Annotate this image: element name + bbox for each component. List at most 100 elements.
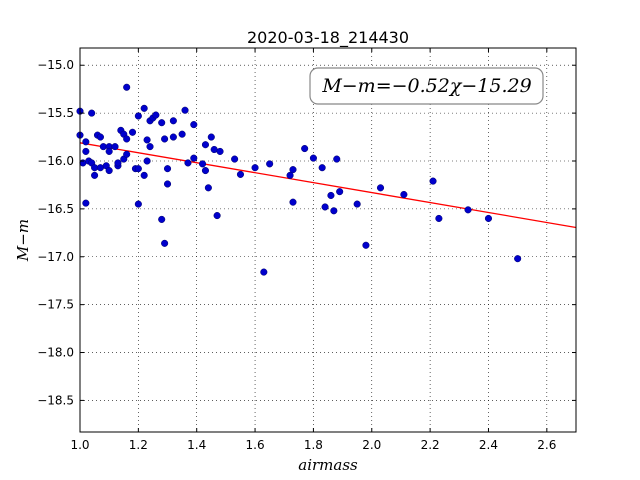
data-point <box>201 167 210 175</box>
data-point <box>105 167 113 175</box>
data-point <box>88 109 96 117</box>
data-point <box>204 184 212 192</box>
data-point <box>158 215 166 223</box>
data-point <box>82 138 90 146</box>
data-point <box>146 143 154 151</box>
grid-lines <box>80 48 576 432</box>
data-point <box>514 255 522 263</box>
data-point <box>105 147 113 155</box>
data-point <box>318 164 326 172</box>
data-point <box>169 117 177 125</box>
data-point <box>178 130 186 138</box>
data-point <box>181 106 189 114</box>
data-point <box>207 133 215 141</box>
x-tick-label: 1.4 <box>187 438 206 452</box>
data-point <box>333 155 341 163</box>
data-point <box>330 207 338 215</box>
data-point <box>301 144 309 153</box>
x-axis-label: airmass <box>298 456 358 474</box>
y-tick-label: −15.0 <box>37 58 74 72</box>
data-point <box>464 206 472 214</box>
y-axis-label: M−m <box>14 219 32 262</box>
data-points <box>76 83 522 276</box>
fit-equation-text: M−m=−0.52χ−15.29 <box>321 75 531 97</box>
x-tick-label: 1.2 <box>129 438 148 452</box>
data-point <box>140 171 148 179</box>
data-point <box>82 199 90 207</box>
data-point <box>114 159 122 167</box>
data-point <box>289 198 297 206</box>
data-point <box>134 165 142 173</box>
data-point <box>190 121 198 129</box>
plot-background <box>80 48 576 432</box>
data-point <box>163 165 172 173</box>
data-point <box>111 143 119 151</box>
data-point <box>266 160 274 168</box>
x-tick-label: 2.4 <box>479 438 498 452</box>
data-point <box>213 212 221 220</box>
data-point <box>216 147 224 155</box>
data-point <box>128 128 137 136</box>
x-tick-label: 1.0 <box>70 438 89 452</box>
data-point <box>82 147 90 155</box>
x-tick-label: 2.0 <box>362 438 381 452</box>
data-point <box>96 133 104 141</box>
fit-line-group <box>79 142 577 229</box>
fit-equation-box: M−m=−0.52χ−15.29 <box>309 67 544 105</box>
y-tick-label: −18.5 <box>37 393 74 407</box>
data-point <box>190 154 198 162</box>
data-point <box>251 164 259 172</box>
data-point <box>134 200 142 208</box>
data-point <box>161 239 169 247</box>
data-point <box>123 150 131 158</box>
data-point <box>152 111 160 119</box>
y-tick-label: −17.5 <box>37 298 74 312</box>
data-point <box>143 157 151 165</box>
data-point <box>123 83 131 91</box>
data-point <box>198 160 207 168</box>
data-point <box>309 154 317 162</box>
y-tick-label: −16.5 <box>37 202 74 216</box>
data-point <box>484 214 493 223</box>
data-point <box>362 241 370 249</box>
data-point <box>134 112 142 120</box>
data-point <box>353 200 361 208</box>
data-point <box>260 268 268 276</box>
y-tick-label: −15.5 <box>37 106 74 120</box>
data-point <box>184 159 192 167</box>
data-point <box>286 171 294 179</box>
data-point <box>435 214 443 223</box>
data-point <box>321 203 329 211</box>
fit-line <box>79 142 577 229</box>
x-tick-label: 1.8 <box>304 438 323 452</box>
y-tick-label: −17.0 <box>37 250 74 264</box>
data-point <box>158 119 166 127</box>
y-tick-label: −18.0 <box>37 346 74 360</box>
data-point <box>400 190 408 199</box>
plot-area: 1.0 1.2 1.4 1.6 1.8 2.0 2.2 2.4 2.6 −15.0 −15.5 −16… <box>37 47 577 452</box>
x-tick-label: 2.6 <box>537 438 556 452</box>
data-point <box>201 141 210 149</box>
x-tick-label: 2.2 <box>421 438 440 452</box>
ticks: 1.0 1.2 1.4 1.6 1.8 2.0 2.2 2.4 2.6 −15.0 −15.5 −16… <box>37 48 576 452</box>
data-point <box>123 135 131 143</box>
data-point <box>140 104 148 112</box>
y-tick-label: −16.0 <box>37 154 74 168</box>
data-point <box>143 136 151 144</box>
data-point <box>91 171 99 179</box>
data-point <box>169 133 177 141</box>
data-point <box>336 188 344 196</box>
x-tick-label: 1.6 <box>246 438 265 452</box>
plot-frame <box>79 47 577 433</box>
data-point <box>289 166 297 174</box>
data-point <box>236 170 245 178</box>
data-point <box>376 184 385 192</box>
data-point <box>161 135 169 143</box>
data-point <box>429 177 437 185</box>
data-point <box>163 180 172 188</box>
fit-equation-frame <box>309 67 544 105</box>
data-point <box>327 191 335 200</box>
data-point <box>231 155 239 163</box>
chart-title: 2020-03-18_214430 <box>247 28 409 48</box>
